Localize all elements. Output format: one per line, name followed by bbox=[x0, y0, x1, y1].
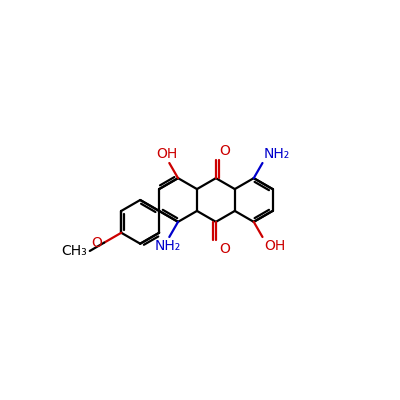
Text: NH₂: NH₂ bbox=[264, 148, 290, 162]
Text: CH₃: CH₃ bbox=[62, 244, 88, 258]
Text: O: O bbox=[91, 236, 102, 250]
Text: O: O bbox=[219, 242, 230, 256]
Text: O: O bbox=[219, 144, 230, 158]
Text: OH: OH bbox=[264, 238, 285, 252]
Text: OH: OH bbox=[157, 148, 178, 162]
Text: NH₂: NH₂ bbox=[154, 238, 180, 252]
